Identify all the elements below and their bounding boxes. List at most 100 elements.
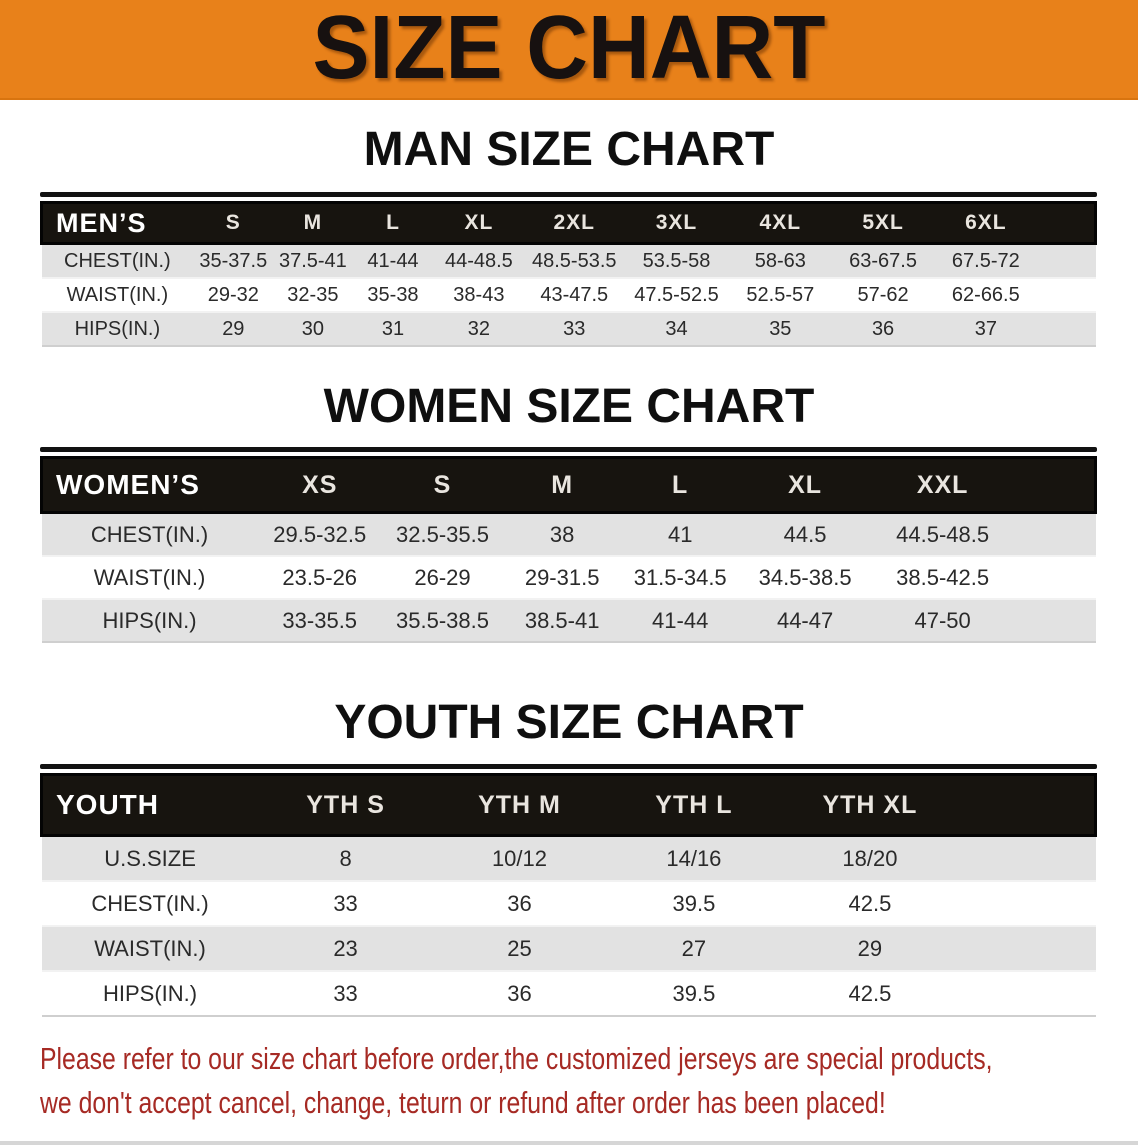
- women-table: WOMEN’S XS S M L XL XXL CHEST(IN.) 29.5-32.5 32.…: [39, 456, 1098, 643]
- measurement-label: U.S.SIZE: [41, 835, 259, 882]
- measurement-value: 29: [781, 926, 959, 972]
- table-header-label: MEN’S: [40, 201, 194, 245]
- size-column-header: M: [273, 201, 353, 245]
- men-table: MEN’S S M L XL 2XL 3XL 4XL 5XL 6XL CHEST(IN.) 35-3…: [40, 201, 1098, 347]
- measurement-value: 36: [432, 971, 607, 1017]
- size-column-header: M: [503, 456, 622, 514]
- measurement-value: 33-35.5: [257, 599, 382, 643]
- measurement-value: 38-43: [433, 278, 525, 313]
- measurement-value: 23.5-26: [257, 556, 382, 600]
- measurement-value: 52.5-57: [728, 278, 832, 313]
- measurement-value: 44.5: [739, 512, 871, 557]
- cell-filler: [958, 926, 1096, 972]
- measurement-value: 36: [432, 881, 607, 927]
- measurement-value: 53.5-58: [624, 243, 729, 279]
- measurement-value: 35.5-38.5: [381, 599, 504, 643]
- measurement-value: 29-31.5: [503, 556, 622, 600]
- measurement-value: 48.5-53.5: [524, 243, 625, 279]
- disclaimer-line-1: Please refer to our size chart before or…: [40, 1041, 993, 1076]
- youth-table: YOUTH YTH S YTH M YTH L YTH XL U.S.SIZE 8 10/1…: [39, 773, 1098, 1017]
- men-section-title: MAN SIZE CHART: [363, 123, 775, 176]
- measurement-value: 42.5: [781, 881, 959, 927]
- measurement-value: 34: [624, 312, 729, 347]
- banner: SIZE CHART: [0, 0, 1138, 100]
- measurement-value: 47-50: [870, 599, 1015, 643]
- measurement-value: 32: [433, 312, 525, 347]
- table-row: CHEST(IN.) 33 36 39.5 42.5: [41, 881, 1096, 927]
- measurement-label: CHEST(IN.): [41, 243, 194, 279]
- header-filler: [1037, 201, 1098, 245]
- measurement-value: 29.5-32.5: [257, 512, 382, 557]
- size-column-header: YTH XL: [781, 773, 959, 837]
- cell-filler: [1037, 243, 1096, 279]
- measurement-value: 33: [258, 971, 433, 1017]
- size-column-header: XL: [739, 456, 871, 514]
- measurement-value: 35-37.5: [193, 243, 274, 279]
- measurement-value: 30: [273, 312, 353, 347]
- table-row: HIPS(IN.) 29 30 31 32 33 34 35 36 37: [41, 312, 1096, 347]
- table-row: HIPS(IN.) 33-35.5 35.5-38.5 38.5-41 41-44 44-…: [41, 599, 1096, 643]
- measurement-value: 67.5-72: [934, 243, 1038, 279]
- measurement-value: 44-48.5: [433, 243, 525, 279]
- header-filler: [1014, 456, 1098, 514]
- measurement-value: 27: [606, 926, 782, 972]
- measurement-value: 36: [831, 312, 935, 347]
- measurement-value: 44-47: [739, 599, 871, 643]
- size-column-header: S: [381, 456, 504, 514]
- measurement-value: 62-66.5: [934, 278, 1038, 313]
- measurement-value: 37: [934, 312, 1038, 347]
- table-row: WAIST(IN.) 23 25 27 29: [41, 926, 1096, 972]
- measurement-value: 34.5-38.5: [739, 556, 871, 600]
- header-filler: [958, 773, 1098, 837]
- cell-filler: [1014, 599, 1096, 643]
- size-column-header: XXL: [870, 456, 1015, 514]
- measurement-value: 41: [621, 512, 740, 557]
- measurement-value: 39.5: [606, 971, 782, 1017]
- measurement-label: WAIST(IN.): [41, 926, 259, 972]
- size-column-header: XL: [433, 201, 525, 245]
- size-column-header: 5XL: [831, 201, 935, 245]
- measurement-label: WAIST(IN.): [41, 278, 194, 313]
- measurement-value: 43-47.5: [524, 278, 625, 313]
- measurement-value: 18/20: [781, 835, 959, 882]
- youth-size-table: YOUTH YTH S YTH M YTH L YTH XL U.S.SIZE 8 10/1…: [39, 764, 1098, 1017]
- cell-filler: [1037, 278, 1096, 313]
- cell-filler: [1014, 556, 1096, 600]
- cell-filler: [1014, 512, 1096, 557]
- women-section-title: WOMEN SIZE CHART: [323, 380, 815, 433]
- measurement-value: 38: [503, 512, 622, 557]
- measurement-value: 41-44: [621, 599, 740, 643]
- measurement-value: 29-32: [193, 278, 274, 313]
- size-column-header: XS: [257, 456, 382, 514]
- measurement-value: 38.5-41: [503, 599, 622, 643]
- table-row: CHEST(IN.) 35-37.5 37.5-41 41-44 44-48.5 48.5…: [41, 243, 1096, 279]
- measurement-value: 33: [258, 881, 433, 927]
- measurement-label: WAIST(IN.): [41, 556, 258, 600]
- size-column-header: 2XL: [524, 201, 625, 245]
- youth-header-row: YOUTH YTH S YTH M YTH L YTH XL: [39, 773, 1098, 837]
- cell-filler: [1037, 312, 1096, 347]
- table-row: U.S.SIZE 8 10/12 14/16 18/20: [41, 835, 1096, 882]
- table-top-rule: [40, 764, 1097, 769]
- size-column-header: YTH M: [432, 773, 607, 837]
- cell-filler: [958, 971, 1096, 1017]
- men-size-table: MEN’S S M L XL 2XL 3XL 4XL 5XL 6XL CHEST(IN.) 35-3…: [40, 192, 1098, 347]
- measurement-value: 58-63: [728, 243, 832, 279]
- disclaimer-note: Please refer to our size chart before or…: [40, 1037, 1138, 1125]
- table-header-label: YOUTH: [39, 773, 259, 837]
- measurement-value: 23: [258, 926, 433, 972]
- measurement-value: 47.5-52.5: [624, 278, 729, 313]
- size-column-header: L: [621, 456, 740, 514]
- measurement-value: 35: [728, 312, 832, 347]
- measurement-label: HIPS(IN.): [41, 599, 258, 643]
- measurement-value: 37.5-41: [273, 243, 353, 279]
- measurement-value: 57-62: [831, 278, 935, 313]
- measurement-value: 33: [524, 312, 625, 347]
- table-top-rule: [40, 192, 1097, 197]
- size-column-header: 6XL: [934, 201, 1038, 245]
- bottom-rule: [0, 1141, 1138, 1145]
- table-top-rule: [40, 447, 1097, 452]
- measurement-value: 44.5-48.5: [870, 512, 1015, 557]
- cell-filler: [958, 835, 1096, 882]
- measurement-label: CHEST(IN.): [41, 512, 258, 557]
